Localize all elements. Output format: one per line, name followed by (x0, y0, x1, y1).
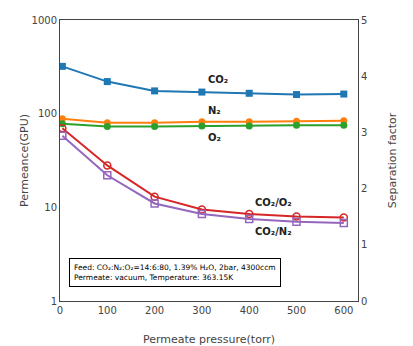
svg-text:400: 400 (240, 305, 259, 316)
svg-text:0: 0 (57, 305, 63, 316)
svg-text:1000: 1000 (32, 15, 57, 26)
svg-text:Permeate pressure(torr): Permeate pressure(torr) (143, 333, 275, 346)
svg-text:1: 1 (51, 296, 57, 307)
svg-text:2: 2 (361, 183, 367, 194)
svg-text:CO₂: CO₂ (208, 74, 228, 85)
svg-text:500: 500 (287, 305, 306, 316)
svg-text:0: 0 (361, 296, 367, 307)
svg-text:CO₂/O₂: CO₂/O₂ (255, 197, 292, 208)
svg-text:1: 1 (361, 239, 367, 250)
svg-text:4: 4 (361, 71, 367, 82)
svg-text:5: 5 (361, 15, 367, 26)
svg-text:10: 10 (44, 202, 57, 213)
svg-text:O₂: O₂ (208, 132, 221, 143)
svg-text:CO₂/N₂: CO₂/N₂ (255, 226, 292, 237)
svg-text:300: 300 (192, 305, 211, 316)
svg-text:100: 100 (38, 108, 57, 119)
svg-text:N₂: N₂ (208, 105, 221, 116)
svg-text:600: 600 (334, 305, 353, 316)
svg-text:Separation factor: Separation factor (386, 112, 399, 208)
svg-text:3: 3 (361, 127, 367, 138)
svg-text:Feed: CO₂:N₂:O₂=14:6:80, 1.39%: Feed: CO₂:N₂:O₂=14:6:80, 1.39% H₂O, 2bar… (74, 263, 276, 282)
svg-text:Permeance(GPU): Permeance(GPU) (18, 114, 31, 207)
svg-text:100: 100 (98, 305, 117, 316)
svg-text:200: 200 (145, 305, 164, 316)
